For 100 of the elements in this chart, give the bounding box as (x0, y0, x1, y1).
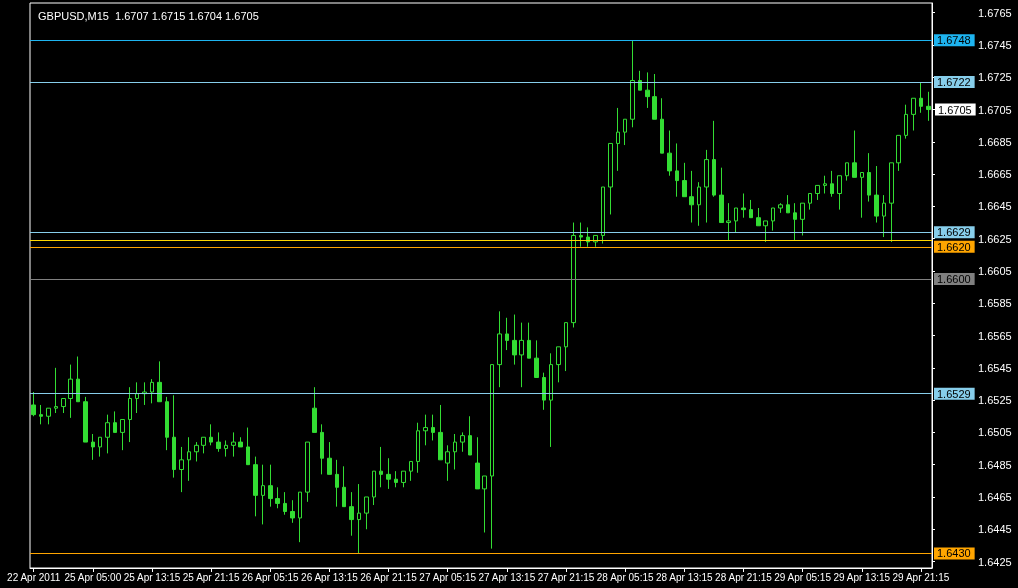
candlestick (253, 456, 258, 517)
candlestick (372, 470, 376, 506)
x-tick-label: 25 Apr 13:15 (123, 571, 181, 583)
y-tick-label: 1.6425 (978, 555, 1012, 568)
candlestick (327, 441, 332, 475)
candlestick (579, 222, 583, 248)
candlestick (357, 483, 361, 554)
candlestick (187, 436, 191, 482)
candlestick (786, 194, 790, 214)
candlestick (275, 486, 280, 509)
x-tick-label: 22 Apr 2011 (7, 571, 61, 583)
y-tick-label: 1.6665 (978, 168, 1012, 181)
y-tick-label: 1.6725 (978, 71, 1012, 84)
y-tick-label: 1.6645 (978, 200, 1012, 213)
x-tick-label: 27 Apr 05:15 (419, 571, 477, 583)
candlestick (793, 202, 797, 241)
y-tick-label: 1.6685 (978, 135, 1012, 148)
candlestick (734, 207, 738, 233)
candlestick (312, 386, 317, 433)
candlestick (91, 433, 95, 461)
candlestick (845, 162, 849, 182)
candlestick (98, 436, 102, 458)
text: 1.6705 (938, 103, 972, 116)
y-tick-label: 1.6525 (978, 394, 1012, 407)
candlestick (860, 172, 864, 219)
candlestick (778, 202, 783, 214)
x-tick-label: 25 Apr 21:15 (182, 571, 240, 583)
candlestick (31, 391, 36, 417)
y-tick-label: 1.6465 (978, 490, 1012, 503)
candlestick (83, 396, 88, 443)
candlestick (512, 314, 517, 366)
candlestick (468, 415, 472, 456)
ref-line-label: 1.6629 (937, 226, 971, 239)
candlestick (919, 81, 923, 114)
x-tick-label: 25 Apr 05:00 (64, 571, 122, 583)
ref-line-label: 1.6620 (937, 240, 971, 253)
ref-line-label: 1.6529 (937, 387, 971, 400)
candlestick (231, 431, 236, 458)
candlestick (445, 444, 450, 482)
candlestick (475, 436, 480, 490)
x-tick-label: 28 Apr 13:15 (655, 571, 714, 583)
candlestick (667, 130, 672, 177)
candlestick (601, 186, 605, 245)
candlestick (150, 378, 154, 404)
candlestick (586, 226, 590, 248)
candlestick (290, 499, 295, 524)
candlestick (712, 120, 716, 198)
candlestick (416, 422, 420, 474)
candlestick (76, 356, 80, 403)
candlestick (342, 465, 346, 508)
candlestick (394, 470, 398, 488)
candlestick (542, 372, 546, 411)
candlestick (105, 414, 110, 454)
candlestick (726, 202, 731, 241)
candlestick (261, 464, 265, 525)
candlestick (800, 202, 805, 236)
candlestick (675, 142, 679, 198)
candlestick (689, 170, 694, 224)
candlestick (172, 394, 176, 479)
candlestick (867, 152, 871, 203)
y-tick-label: 1.6585 (978, 297, 1012, 310)
candlestick (763, 220, 768, 243)
candlestick (697, 181, 701, 227)
candlestick (519, 322, 524, 388)
candlestick (165, 396, 169, 451)
candlestick (379, 446, 383, 488)
y-tick-label: 1.6705 (978, 103, 1012, 116)
candlestick (556, 346, 561, 383)
candlestick (216, 431, 221, 453)
candlestick (852, 130, 857, 178)
candlestick (608, 142, 613, 215)
candlestick (113, 410, 117, 433)
candlestick (246, 427, 250, 466)
candlestick (386, 457, 391, 490)
candlestick (571, 222, 576, 328)
candlestick (68, 364, 73, 419)
x-tick-label: 27 Apr 13:15 (478, 571, 536, 583)
y-tick-label: 1.6605 (978, 264, 1012, 277)
candlestick (660, 97, 664, 154)
x-tick-label: 26 Apr 21:15 (360, 571, 418, 583)
candlestick (298, 491, 302, 543)
x-tick-label: 29 Apr 05:15 (774, 571, 832, 583)
candlestick (638, 70, 642, 91)
x-tick-label: 28 Apr 05:15 (596, 571, 654, 583)
y-tick-label: 1.6545 (978, 361, 1012, 374)
candlestick (61, 398, 66, 414)
y-tick-label: 1.6765 (978, 6, 1012, 19)
candlestick (364, 496, 369, 530)
candlestick (837, 175, 842, 211)
candlestick (268, 464, 273, 508)
candlestick (808, 192, 812, 211)
candlestick (490, 364, 494, 550)
candlestick (771, 207, 775, 232)
candlestick (756, 207, 761, 227)
ref-line-label: 1.6722 (937, 76, 971, 89)
candlestick (46, 407, 51, 425)
x-tick-label: 26 Apr 13:15 (301, 571, 359, 583)
candlestick (128, 386, 132, 443)
candlestick (460, 431, 465, 453)
y-tick-label: 1.6505 (978, 426, 1012, 439)
